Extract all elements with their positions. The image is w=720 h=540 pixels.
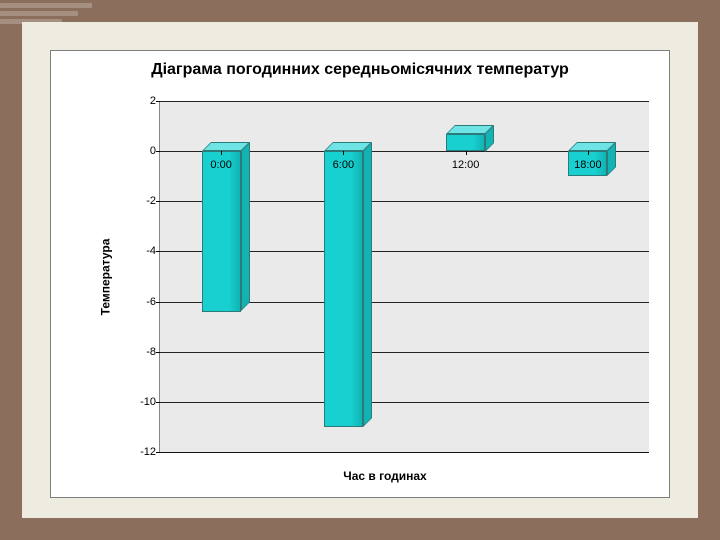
x-tick-mark bbox=[466, 151, 467, 155]
x-axis-label: Час в годинах bbox=[121, 469, 649, 483]
bar bbox=[324, 151, 363, 427]
bar-side bbox=[363, 142, 372, 427]
category-label: 18:00 bbox=[574, 159, 602, 171]
x-tick-mark bbox=[221, 151, 222, 155]
plot-wrap: Температура Час в годинах 20-2-4-6-8-10-… bbox=[121, 101, 649, 453]
bar-front bbox=[446, 134, 485, 152]
category-label: 0:00 bbox=[210, 159, 231, 171]
y-tick-label: 0 bbox=[122, 145, 160, 157]
y-tick-label: -6 bbox=[122, 296, 160, 308]
plot-area: 20-2-4-6-8-10-120:006:0012:0018:00 bbox=[159, 101, 649, 453]
x-tick-mark bbox=[588, 151, 589, 155]
y-tick-label: -2 bbox=[122, 195, 160, 207]
y-tick-label: -12 bbox=[122, 446, 160, 458]
y-tick-label: 2 bbox=[122, 95, 160, 107]
bar bbox=[446, 134, 485, 152]
category-label: 12:00 bbox=[452, 159, 480, 171]
bar-front bbox=[324, 151, 363, 427]
chart-card: Діаграма погодинних середньомісячних тем… bbox=[50, 50, 670, 498]
bar-side bbox=[241, 142, 250, 311]
bar bbox=[202, 151, 241, 311]
grid-line bbox=[160, 352, 649, 353]
y-tick-label: -4 bbox=[122, 245, 160, 257]
slide-background: Діаграма погодинних середньомісячних тем… bbox=[0, 0, 720, 540]
y-tick-label: -10 bbox=[122, 396, 160, 408]
grid-line bbox=[160, 101, 649, 102]
inner-panel: Діаграма погодинних середньомісячних тем… bbox=[22, 22, 698, 518]
chart-title: Діаграма погодинних середньомісячних тем… bbox=[51, 51, 669, 79]
category-label: 6:00 bbox=[333, 159, 354, 171]
x-tick-mark bbox=[343, 151, 344, 155]
y-tick-label: -8 bbox=[122, 346, 160, 358]
grid-line bbox=[160, 402, 649, 403]
bar-front bbox=[202, 151, 241, 311]
y-axis-label: Температура bbox=[98, 239, 112, 316]
grid-line bbox=[160, 452, 649, 453]
